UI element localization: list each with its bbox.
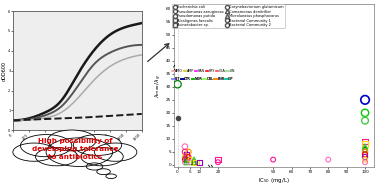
Circle shape — [46, 138, 113, 166]
Circle shape — [48, 130, 96, 151]
Circle shape — [73, 135, 122, 155]
Point — [197, 161, 203, 164]
Point — [182, 145, 188, 148]
Circle shape — [81, 148, 123, 166]
Point — [182, 158, 188, 161]
Point — [362, 148, 368, 151]
Point — [362, 119, 368, 122]
Point — [187, 161, 194, 164]
Point — [362, 153, 368, 156]
Legend: RIT, CTR, NOR, ORL, ENR, CIP: RIT, CTR, NOR, ORL, ENR, CIP — [172, 77, 234, 81]
Point — [362, 161, 368, 164]
Point — [362, 142, 368, 145]
Point — [362, 98, 368, 101]
Point — [362, 111, 368, 114]
Point — [186, 155, 192, 158]
Y-axis label: dOD600: dOD600 — [2, 61, 7, 81]
Circle shape — [20, 135, 72, 157]
Circle shape — [86, 163, 103, 170]
Point — [362, 145, 368, 148]
Point — [191, 161, 197, 164]
Point — [182, 150, 188, 153]
Circle shape — [36, 148, 78, 166]
Point — [325, 158, 331, 161]
Point — [270, 158, 276, 161]
Point — [184, 153, 190, 156]
Point — [187, 158, 194, 161]
Point — [362, 150, 368, 153]
Point — [175, 117, 181, 120]
Point — [184, 158, 190, 161]
Point — [186, 150, 192, 153]
Text: High possibility of
developing tolerance
to antibiotics: High possibility of developing tolerance… — [32, 138, 118, 160]
Point — [175, 83, 181, 86]
Point — [182, 161, 188, 164]
Point — [362, 158, 368, 161]
Circle shape — [97, 169, 110, 175]
Point — [182, 153, 188, 156]
Y-axis label: $\lambda_{max}$/$\lambda_g$: $\lambda_{max}$/$\lambda_g$ — [154, 73, 164, 98]
Point — [362, 155, 368, 158]
Point — [193, 161, 199, 164]
Point — [215, 161, 221, 164]
X-axis label: IC$_{50}$ (mg/L): IC$_{50}$ (mg/L) — [258, 176, 290, 185]
X-axis label: Time (min): Time (min) — [64, 144, 91, 149]
Point — [184, 161, 190, 164]
Circle shape — [13, 143, 55, 161]
Circle shape — [106, 174, 116, 179]
Point — [362, 140, 368, 143]
Circle shape — [94, 143, 137, 161]
Point — [215, 158, 221, 161]
Point — [184, 155, 190, 158]
Point — [182, 155, 188, 158]
Point — [191, 158, 197, 161]
